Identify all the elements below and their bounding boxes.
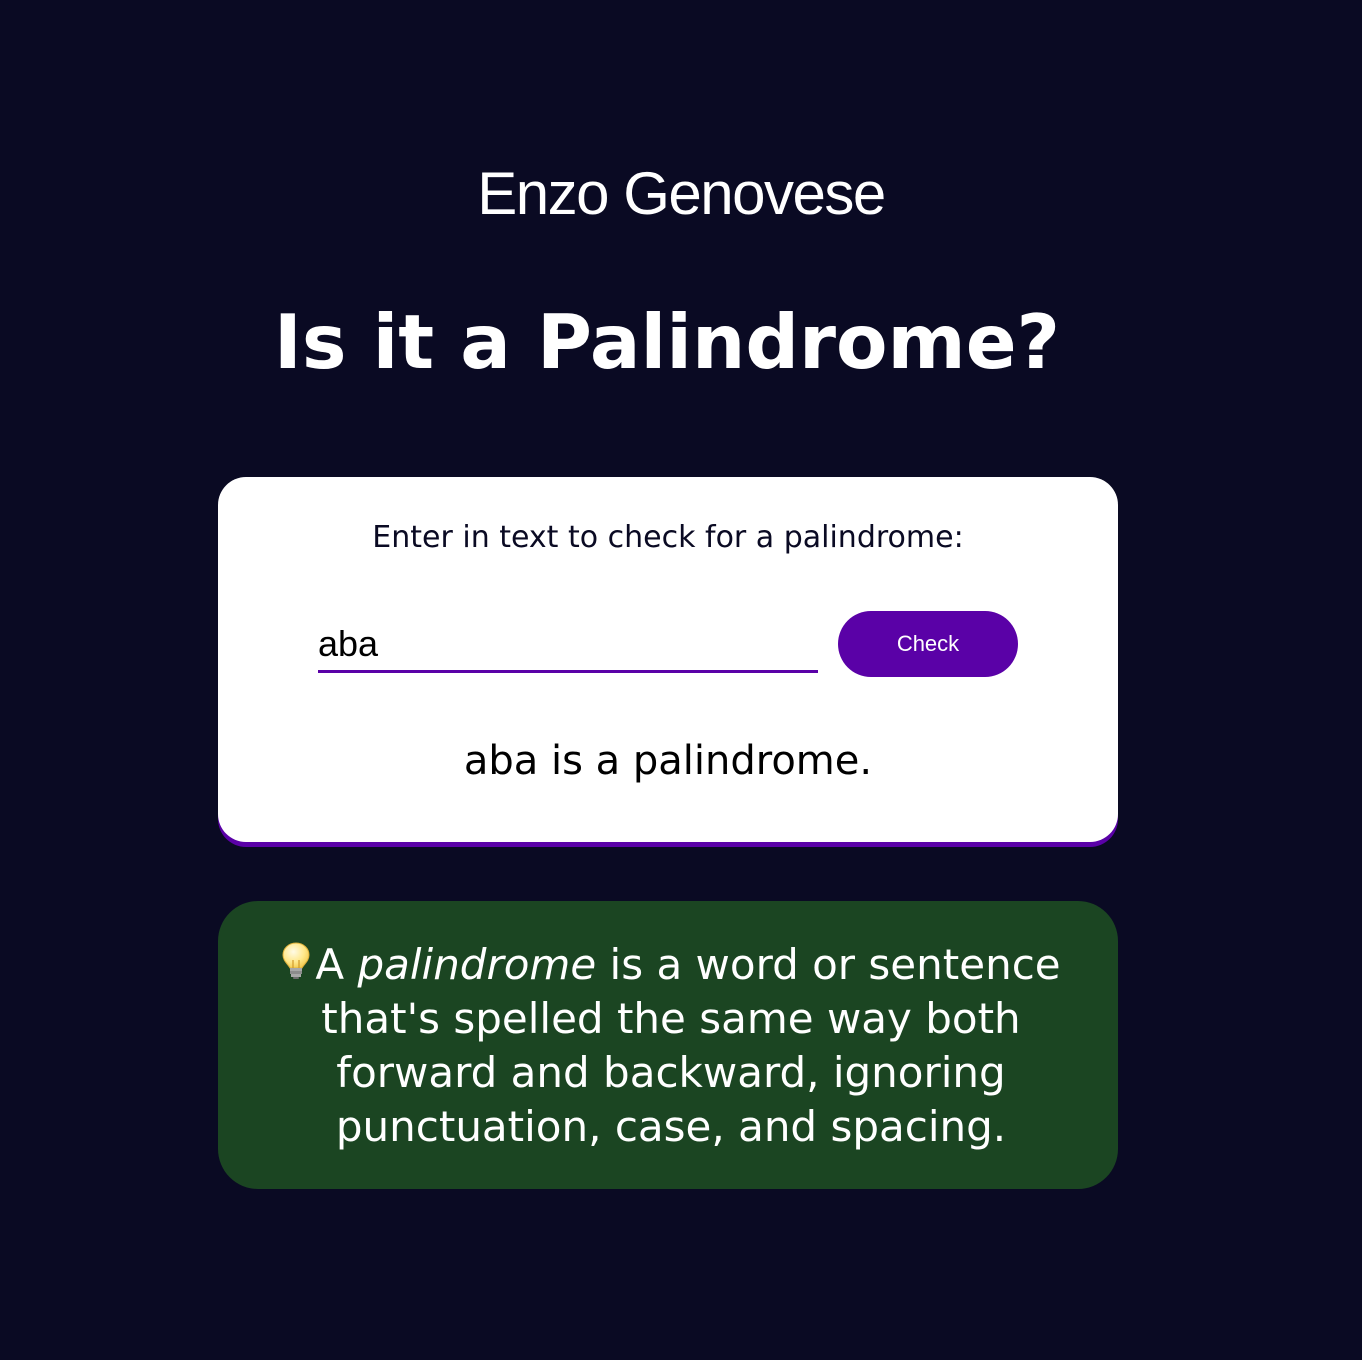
palindrome-definition-box — [218, 901, 1118, 1189]
author-name: Enzo Genovese — [477, 160, 886, 227]
check-button[interactable]: Check — [838, 611, 1018, 677]
text-input[interactable] — [318, 618, 818, 673]
palindrome-definition: A palindrome is a word or sentence that'… — [240, 938, 1102, 1154]
input-prompt-label: Enter in text to check for a palindrome: — [372, 520, 964, 555]
lightbulb-icon — [281, 941, 311, 981]
definition-lead: A — [315, 940, 358, 989]
page-title: Is it a Palindrome? — [273, 298, 1061, 386]
definition-text: is a word or sentence that's spelled the… — [321, 940, 1061, 1151]
result-text: aba is a palindrome. — [463, 738, 873, 784]
definition-term: palindrome — [357, 940, 597, 989]
